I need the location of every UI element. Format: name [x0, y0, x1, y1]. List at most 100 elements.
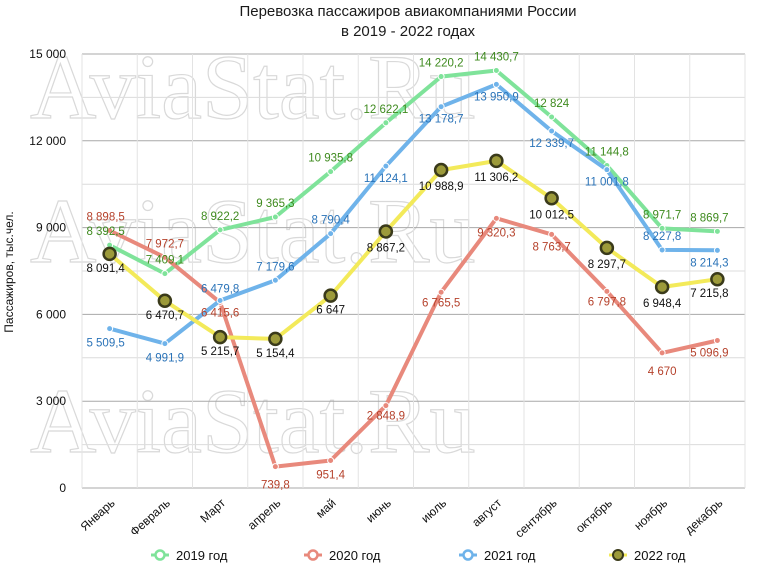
data-point: [544, 191, 559, 206]
gridlines: [81, 53, 746, 489]
data-point: [658, 246, 666, 254]
data-label: 739,8: [261, 480, 290, 492]
data-point: [599, 240, 615, 256]
data-point: [382, 402, 390, 410]
data-point: [382, 162, 390, 170]
series-line: [107, 68, 720, 276]
data-labels-group: 8 392,5 7 409,1 8 922,2 9 365,3 10 935,8 12 6…: [86, 51, 728, 491]
data-label: 14 220,2: [419, 58, 464, 70]
x-tick-label: май: [313, 496, 338, 521]
data-point: [271, 276, 279, 284]
data-label: 8 763,7: [532, 241, 570, 253]
data-label: 5 154,4: [256, 348, 295, 360]
data-point: [548, 127, 556, 135]
data-label: 8 898,5: [86, 212, 124, 224]
data-label: 11 001,8: [585, 177, 629, 189]
legend-marker: [307, 549, 319, 561]
data-label: 8 869,7: [690, 212, 728, 224]
x-tick-label: ноябрь: [631, 496, 670, 533]
data-label: 12 339,7: [529, 138, 574, 150]
data-label: 9 365,3: [256, 198, 294, 210]
data-point: [327, 230, 335, 238]
data-label: 8 790,4: [311, 215, 350, 227]
watermark-text: AviaStat.Ru: [30, 370, 476, 472]
data-label: 7 972,7: [146, 238, 184, 250]
x-tick-label: апрель: [245, 496, 284, 533]
data-label: 11 306,2: [474, 172, 518, 184]
data-label: 12 622,1: [363, 104, 408, 116]
data-point: [268, 331, 283, 347]
y-tick-label: 12 000: [29, 134, 66, 148]
y-axis-ticks: 0 3 000 6 000 9 000 12 000 15 000: [29, 47, 66, 495]
data-label: 8 971,7: [643, 209, 681, 221]
data-label: 4 991,9: [146, 353, 184, 365]
data-point: [102, 246, 117, 262]
data-point: [378, 224, 394, 239]
data-label: 13 178,7: [419, 114, 464, 126]
data-label: 11 144,8: [585, 147, 629, 159]
series-line: [107, 82, 720, 346]
data-point: [658, 224, 666, 232]
x-tick-label: сентябрь: [512, 496, 559, 541]
data-label: 8 227,8: [643, 231, 681, 243]
data-point: [658, 349, 666, 357]
data-label: 10 935,8: [308, 153, 353, 165]
data-label: 12 824: [534, 98, 570, 110]
chart-subtitle: в 2019 - 2022 годах: [341, 23, 476, 40]
data-label: 4 670: [648, 366, 677, 378]
legend-label: 2021 год: [484, 548, 536, 563]
data-label: 11 124,1: [364, 173, 408, 185]
data-label: 6 765,5: [422, 297, 460, 309]
watermark-text: AviaStat.Ru: [30, 180, 476, 282]
data-label: 8 214,3: [690, 257, 728, 269]
series-group: [102, 66, 725, 471]
x-tick-label: август: [469, 495, 505, 529]
watermark-group: AviaStat.Ru AviaStat.Ru AviaStat.Ru: [29, 35, 476, 472]
data-label: 6 470,7: [146, 310, 184, 322]
x-tick-label: декабрь: [682, 496, 725, 537]
watermark-text: AviaStat.Ru: [30, 36, 476, 138]
data-label: 6 797,8: [588, 296, 626, 308]
data-point: [327, 456, 335, 464]
data-point: [161, 340, 169, 348]
data-point: [548, 113, 556, 121]
data-point: [271, 463, 279, 471]
data-point: [654, 279, 670, 295]
data-point: [161, 253, 169, 261]
data-point: [713, 227, 721, 235]
data-label: 5 215,7: [201, 346, 239, 358]
data-point: [271, 213, 279, 221]
data-point: [548, 230, 556, 238]
data-point: [106, 325, 114, 333]
legend-label: 2020 год: [329, 548, 381, 563]
y-tick-label: 6 000: [36, 307, 66, 321]
data-point: [492, 214, 500, 222]
data-point: [216, 297, 224, 305]
data-point: [433, 162, 449, 178]
data-point: [382, 119, 390, 127]
data-point: [710, 271, 725, 287]
legend-label: 2022 год: [634, 548, 686, 563]
legend-marker: [612, 549, 624, 561]
data-point: [327, 168, 335, 176]
x-tick-label: октябрь: [573, 496, 615, 536]
data-label: 951,4: [316, 469, 345, 481]
x-axis-ticks: Январь Февраль Март апрель май июнь июль август…: [78, 495, 726, 540]
y-tick-label: 3 000: [36, 394, 66, 408]
data-label: 8 091,4: [86, 263, 125, 275]
data-label: 2 848,9: [367, 411, 405, 423]
x-tick-label: июнь: [363, 496, 394, 526]
data-point: [492, 80, 500, 88]
data-point: [489, 153, 504, 169]
data-point: [492, 66, 500, 74]
x-tick-label: Март: [197, 495, 228, 525]
data-point: [106, 227, 114, 235]
data-point: [157, 293, 173, 309]
legend-marker: [462, 549, 474, 561]
data-label: 7 179,6: [256, 261, 294, 273]
data-label: 10 012,5: [529, 209, 574, 221]
y-axis-label: Пассажиров, тыс.чел.: [2, 211, 16, 332]
data-point: [216, 226, 224, 234]
data-point: [437, 288, 445, 296]
data-label: 5 096,9: [690, 348, 728, 360]
